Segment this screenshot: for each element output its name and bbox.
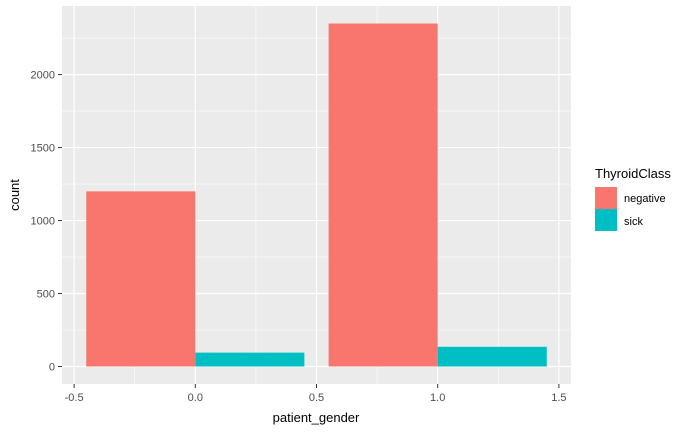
x-tick-label: -0.5 — [65, 392, 84, 404]
y-tick-label: 1500 — [31, 143, 55, 155]
y-tick-label: 1000 — [31, 216, 55, 228]
x-tick-label: 0.5 — [309, 392, 324, 404]
legend-label-sick: sick — [624, 216, 643, 228]
legend-title: ThyroidClass — [595, 166, 671, 181]
y-tick-label: 2000 — [31, 70, 55, 82]
x-axis: -0.5 0.0 0.5 1.0 1.5 — [65, 384, 567, 404]
y-axis-title: count — [7, 179, 22, 211]
legend-key-negative — [595, 187, 617, 209]
legend-label-negative: negative — [624, 193, 666, 205]
bar-negative-1 — [328, 23, 438, 367]
x-tick-label: 1.5 — [551, 392, 566, 404]
x-axis-title: patient_gender — [273, 410, 360, 425]
legend-key-sick — [595, 209, 617, 231]
y-tick-label: 500 — [37, 289, 55, 301]
x-tick-label: 0.0 — [188, 392, 203, 404]
bar-sick-1 — [437, 346, 547, 367]
legend: ThyroidClass negative sick — [595, 166, 671, 231]
bars — [86, 23, 547, 367]
x-tick-label: 1.0 — [430, 392, 445, 404]
y-tick-label: 0 — [49, 361, 55, 373]
bar-negative-0 — [86, 191, 196, 367]
y-axis: 0 500 1000 1500 2000 — [31, 70, 62, 373]
bar-sick-0 — [195, 352, 305, 367]
